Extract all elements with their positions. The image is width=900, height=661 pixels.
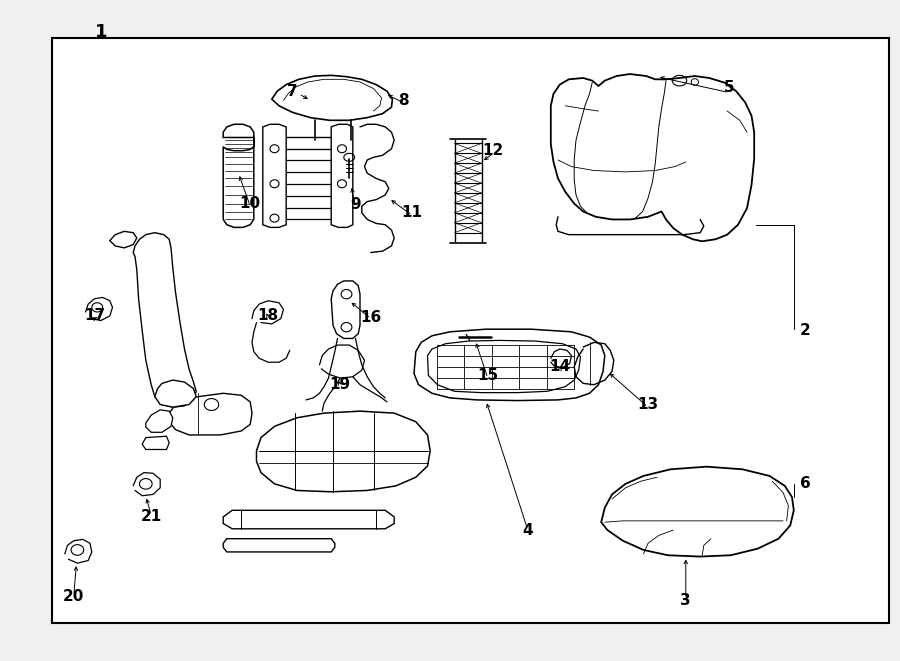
Text: 2: 2 xyxy=(800,323,811,338)
Text: 20: 20 xyxy=(63,589,85,603)
Text: 7: 7 xyxy=(287,84,298,98)
Text: 3: 3 xyxy=(680,593,691,607)
Text: 1: 1 xyxy=(94,22,107,41)
Polygon shape xyxy=(414,329,605,401)
Text: 9: 9 xyxy=(350,198,361,212)
Text: 19: 19 xyxy=(329,377,351,392)
Polygon shape xyxy=(223,539,335,552)
Polygon shape xyxy=(256,411,430,492)
Text: 13: 13 xyxy=(637,397,659,412)
Text: 11: 11 xyxy=(401,206,423,220)
Text: 18: 18 xyxy=(257,309,279,323)
Text: 15: 15 xyxy=(477,368,499,383)
Polygon shape xyxy=(331,281,360,338)
Text: 17: 17 xyxy=(84,309,105,323)
Polygon shape xyxy=(223,510,394,529)
Polygon shape xyxy=(155,380,196,407)
Text: 8: 8 xyxy=(398,93,409,108)
Text: 4: 4 xyxy=(522,523,533,537)
Text: 12: 12 xyxy=(482,143,504,158)
Polygon shape xyxy=(146,410,173,432)
Polygon shape xyxy=(52,38,889,623)
Polygon shape xyxy=(272,75,392,120)
Polygon shape xyxy=(142,436,169,449)
Text: 21: 21 xyxy=(140,510,162,524)
Polygon shape xyxy=(110,231,137,248)
Polygon shape xyxy=(428,340,580,393)
Polygon shape xyxy=(601,467,794,557)
Polygon shape xyxy=(551,74,754,241)
Text: 10: 10 xyxy=(239,196,261,211)
Polygon shape xyxy=(133,233,196,407)
Polygon shape xyxy=(169,393,252,435)
Text: 6: 6 xyxy=(800,477,811,491)
Polygon shape xyxy=(223,124,254,227)
Polygon shape xyxy=(263,124,286,227)
Polygon shape xyxy=(331,124,353,227)
Text: 16: 16 xyxy=(360,310,382,325)
Text: 14: 14 xyxy=(549,360,571,374)
Text: 5: 5 xyxy=(724,80,734,95)
